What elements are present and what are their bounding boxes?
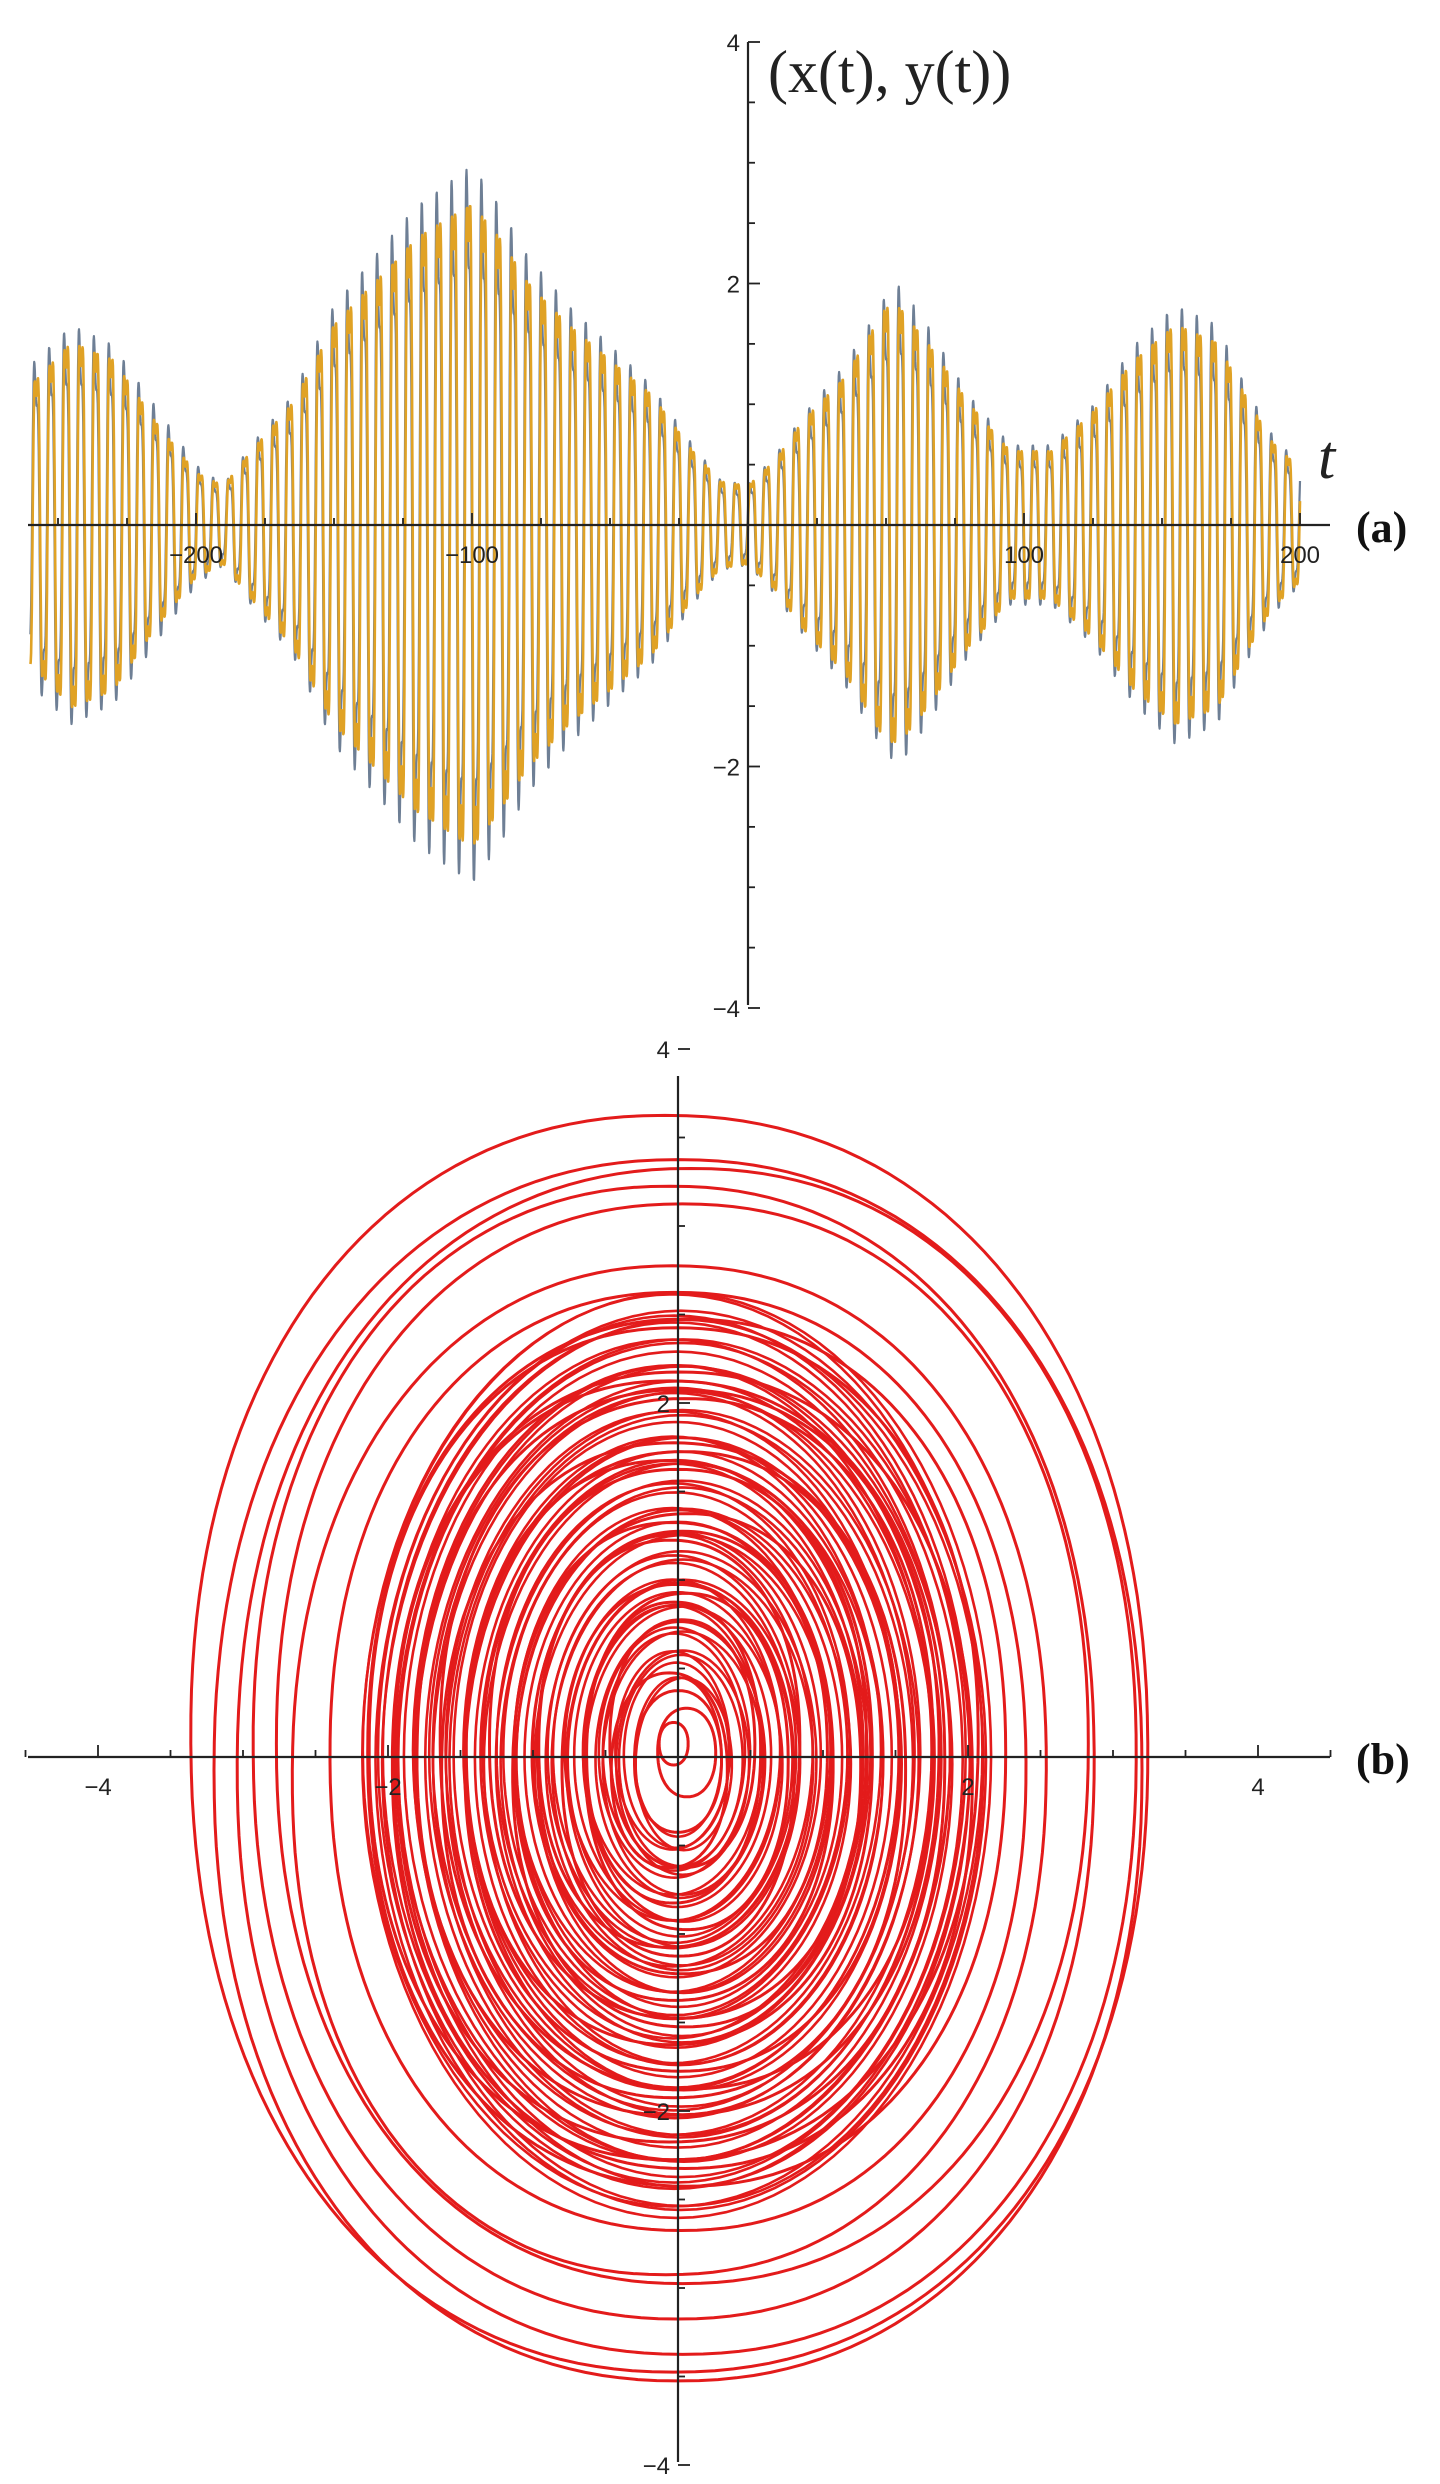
chart-a-y-tick-label: −2 bbox=[713, 755, 740, 782]
chart-b-orbit-dense bbox=[530, 1531, 823, 1979]
chart-b-orbit-dense bbox=[495, 1481, 852, 2021]
chart-b-orbit-dense bbox=[634, 1676, 734, 1852]
chart-a-x-tick-label: −100 bbox=[445, 542, 499, 569]
chart-b-orbit-dense bbox=[581, 1604, 764, 1897]
chart-b-orbit-dense bbox=[462, 1435, 883, 2065]
chart-a-xlabel: t bbox=[1318, 424, 1337, 492]
chart-b-series-group bbox=[189, 1113, 1150, 2383]
chart-b-x-tick-label: −2 bbox=[374, 1774, 401, 1801]
chart-b-orbit bbox=[235, 1166, 1138, 2356]
chart-b-orbit-dense bbox=[393, 1338, 952, 2163]
chart-a-ticks: −200 −100 100 200 −4 −2 2 4 bbox=[57, 30, 1320, 1023]
chart-a-x-tick-label: −200 bbox=[169, 542, 223, 569]
chart-b-orbit-dense bbox=[601, 1630, 765, 1897]
chart-b-y-tick-label: 2 bbox=[657, 1391, 670, 1418]
chart-a-x-tick-label: 100 bbox=[1004, 542, 1044, 569]
chart-b-orbit-dense bbox=[427, 1386, 922, 2120]
chart-b-x-tick-label: 2 bbox=[961, 1774, 974, 1801]
chart-b-orbit-dense bbox=[381, 1321, 968, 2184]
chart-b-x-tick-label: −4 bbox=[84, 1774, 111, 1801]
chart-a-y-tick-label: 4 bbox=[727, 30, 740, 57]
chart-b-orbit-dense bbox=[597, 1626, 752, 1880]
chart-b-orbit-dense bbox=[396, 1341, 965, 2179]
chart-a: −200 −100 100 200 −4 −2 2 4 (x(t), y(t)) t (a) bbox=[28, 30, 1407, 1023]
chart-b-orbit bbox=[274, 1202, 1090, 2286]
chart-b-orbit bbox=[392, 1379, 947, 2144]
chart-b-orbit-dense bbox=[411, 1364, 933, 2137]
chart-b-orbit-dense bbox=[360, 1291, 993, 2220]
chart-a-ylabel: (x(t), y(t)) bbox=[768, 39, 1011, 105]
chart-b: −4 −2 2 4 −4 −2 2 4 (b) bbox=[24, 1037, 1410, 2480]
chart-a-y-tick-label: −4 bbox=[713, 996, 740, 1023]
chart-b-orbit-dense bbox=[431, 1390, 935, 2137]
chart-a-y-tick-label: 2 bbox=[727, 272, 740, 299]
chart-b-orbit-dense bbox=[444, 1410, 902, 2092]
chart-b-orbit-dense bbox=[614, 1649, 732, 1851]
chart-b-orbit-dense bbox=[481, 1462, 865, 2040]
chart-a-series-group bbox=[29, 168, 1302, 881]
chart-b-panel-label: (b) bbox=[1356, 1735, 1410, 1784]
chart-b-orbit-dense bbox=[479, 1458, 872, 2050]
chart-a-panel-label: (a) bbox=[1356, 503, 1407, 552]
chart-a-series-2 bbox=[29, 204, 1302, 845]
chart-b-orbit-dense bbox=[512, 1506, 832, 1994]
chart-a-x-tick-label: 200 bbox=[1280, 542, 1320, 569]
chart-b-orbit-dense bbox=[499, 1486, 865, 2038]
chart-b-orbit-dense bbox=[452, 1420, 901, 2089]
chart-b-orbit bbox=[189, 1113, 1150, 2374]
chart-b-orbit-dense bbox=[601, 1632, 747, 1872]
chart-b-y-tick-label: 4 bbox=[657, 1037, 670, 1064]
chart-b-orbit-dense bbox=[563, 1578, 782, 1922]
chart-b-orbit-dense bbox=[617, 1653, 745, 1868]
chart-b-orbit bbox=[511, 1512, 863, 2029]
chart-b-orbit bbox=[290, 1264, 1048, 2277]
chart-b-ticks: −4 −2 2 4 −4 −2 2 4 bbox=[24, 1037, 1332, 2480]
chart-b-orbit bbox=[657, 1721, 690, 1767]
chart-b-orbit-dense bbox=[622, 1661, 731, 1850]
chart-b-y-tick-label: −2 bbox=[643, 2099, 670, 2126]
chart-b-x-tick-label: 4 bbox=[1251, 1774, 1264, 1801]
chart-b-y-tick-label: −4 bbox=[643, 2453, 670, 2480]
chart-b-orbit-dense bbox=[431, 1391, 916, 2112]
chart-b-orbit-dense bbox=[566, 1581, 794, 1938]
chart-b-orbit bbox=[328, 1290, 1028, 2233]
chart-b-orbit-dense bbox=[448, 1413, 915, 2108]
